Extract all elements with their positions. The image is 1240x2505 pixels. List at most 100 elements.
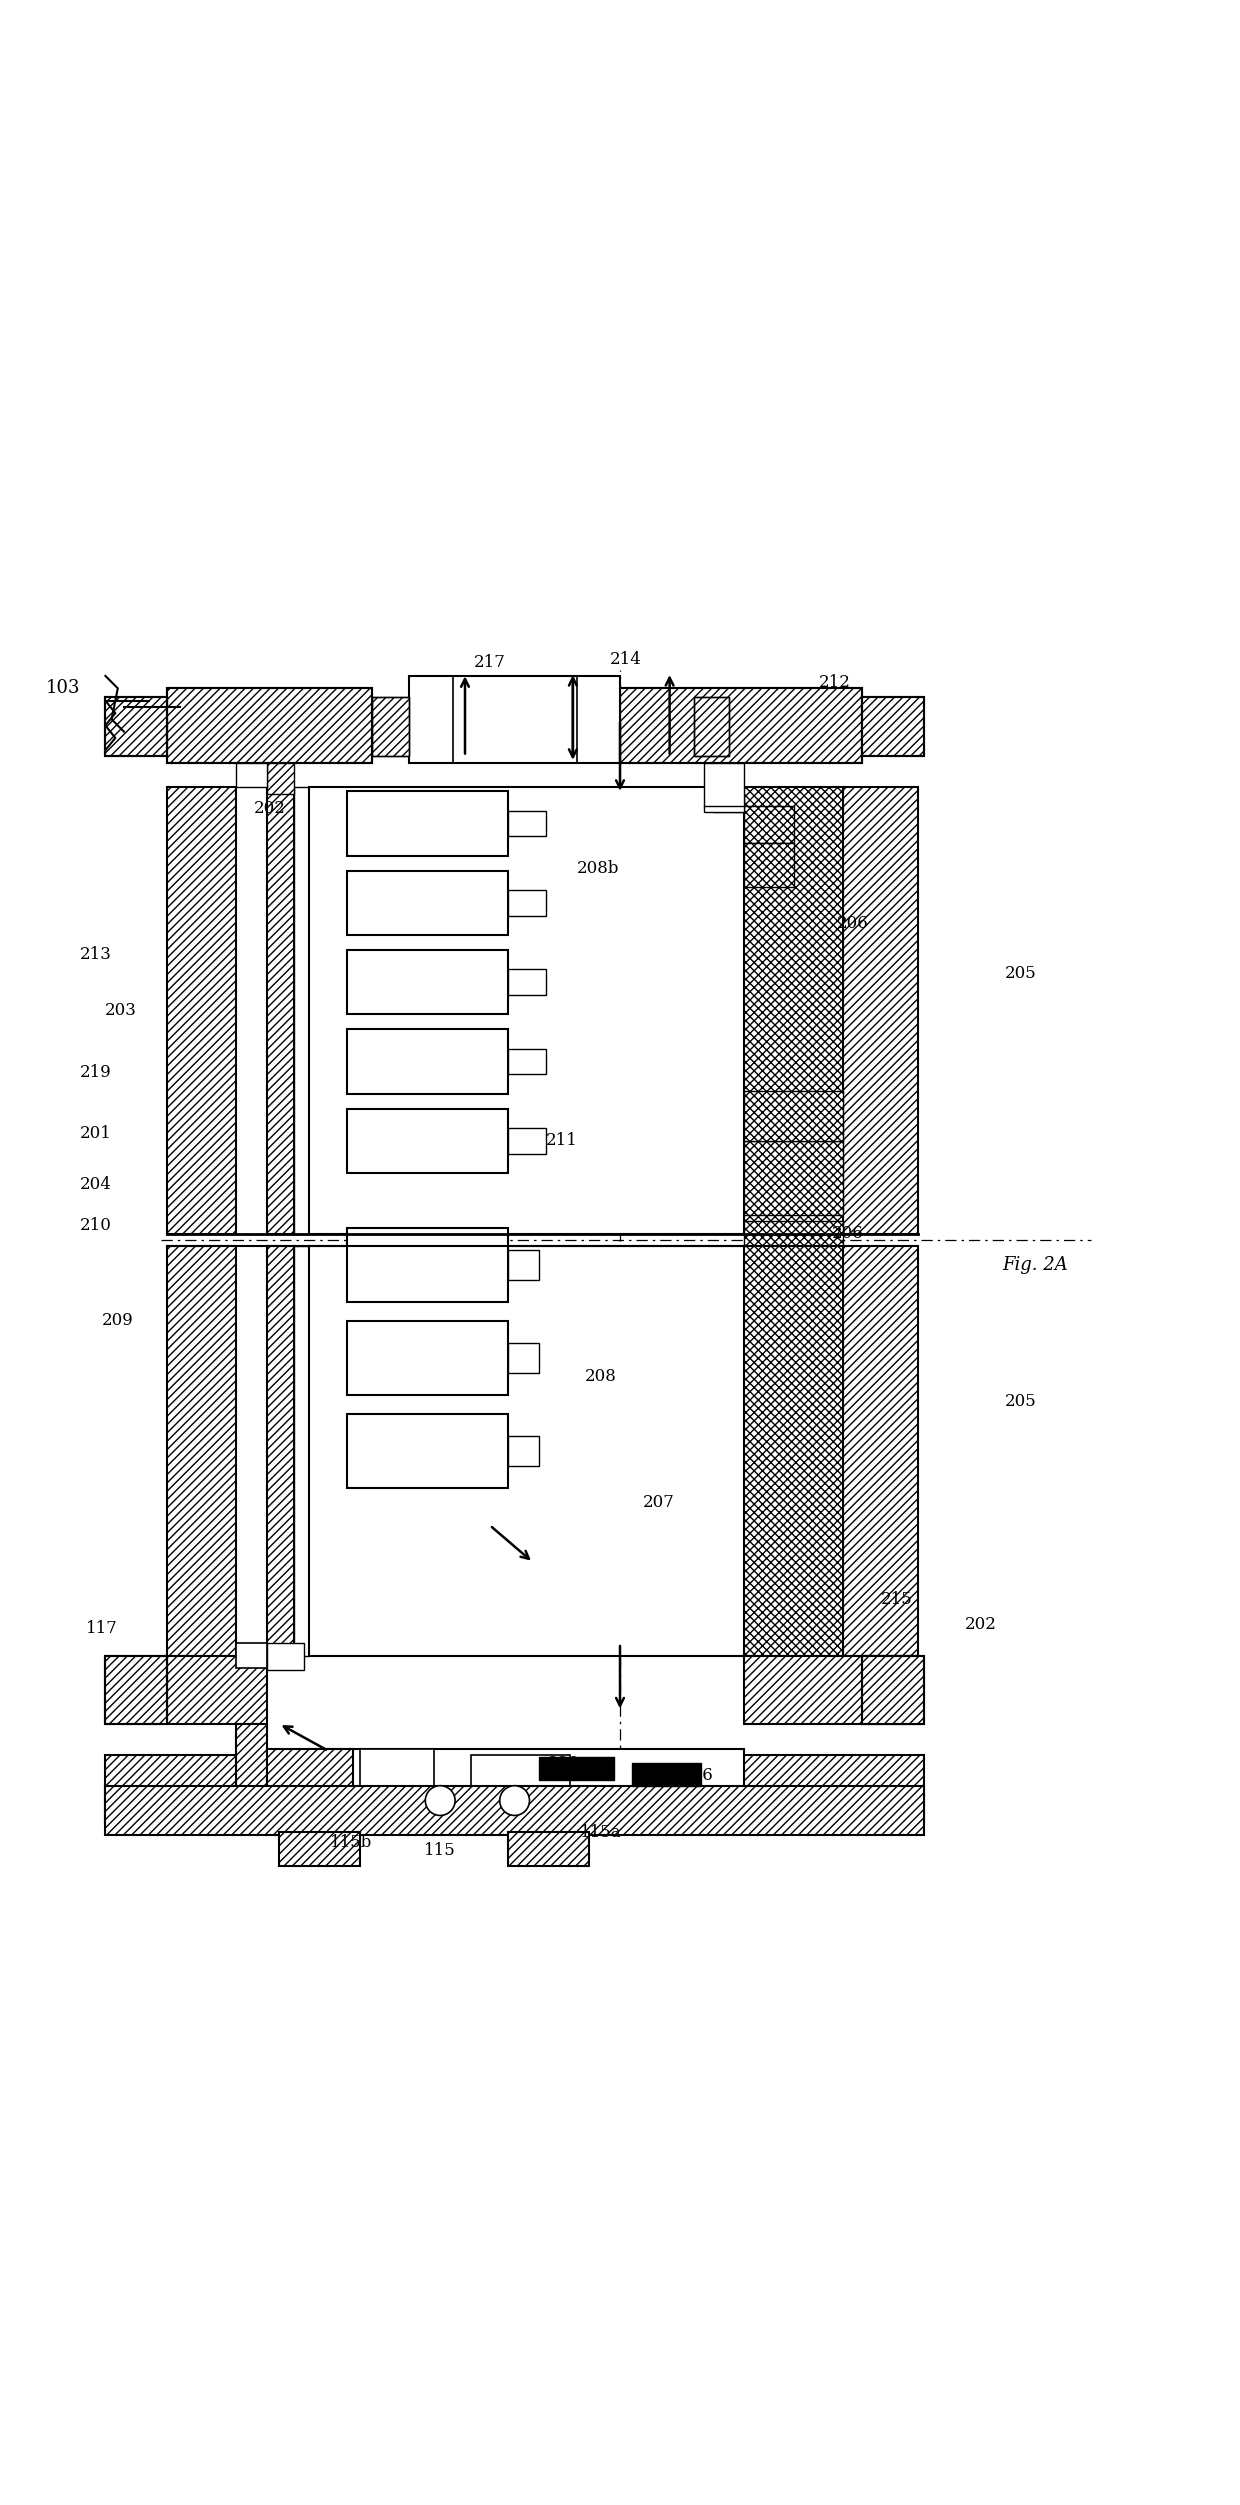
Text: 205: 205 (1004, 1393, 1037, 1410)
Bar (372, 696, 409, 757)
Bar (279, 1831, 360, 1866)
Text: 115a: 115a (580, 1824, 622, 1841)
Bar (309, 1247, 744, 1656)
Bar (294, 1247, 309, 1656)
Bar (347, 1030, 508, 1095)
Text: 210: 210 (79, 1217, 112, 1235)
Bar (105, 1754, 236, 1824)
Bar (508, 812, 546, 837)
Bar (744, 1247, 843, 1656)
Text: 202: 202 (254, 799, 286, 817)
Bar (508, 1127, 546, 1155)
Text: 207: 207 (642, 1495, 675, 1511)
Bar (508, 1250, 539, 1280)
Bar (347, 1110, 508, 1172)
Bar (236, 1723, 267, 1824)
Text: 215: 215 (880, 1591, 913, 1608)
Bar (347, 872, 508, 934)
Bar (471, 1754, 570, 1804)
Bar (372, 696, 409, 757)
Bar (862, 1656, 924, 1723)
Bar (409, 676, 620, 762)
Bar (309, 1748, 744, 1824)
Bar (347, 1413, 508, 1488)
Bar (539, 1756, 614, 1779)
Text: 214: 214 (610, 651, 642, 669)
Bar (347, 1320, 508, 1395)
Bar (105, 696, 167, 757)
Circle shape (425, 1786, 455, 1816)
Text: 202: 202 (965, 1616, 997, 1633)
Text: 205: 205 (1004, 964, 1037, 982)
Text: 216: 216 (682, 1769, 714, 1784)
Bar (508, 969, 546, 994)
Bar (744, 807, 794, 844)
Bar (744, 1656, 918, 1723)
Bar (744, 1092, 843, 1140)
Text: Fig. 2A: Fig. 2A (1002, 1255, 1069, 1275)
Circle shape (500, 1786, 529, 1816)
Text: 115: 115 (424, 1841, 456, 1859)
Text: 217: 217 (474, 654, 506, 671)
Text: 220: 220 (548, 1756, 580, 1771)
Bar (105, 696, 167, 757)
Bar (744, 1754, 924, 1824)
Bar (347, 949, 508, 1015)
Bar (620, 689, 862, 762)
Text: 219: 219 (79, 1065, 112, 1082)
Bar (267, 787, 294, 1235)
Bar (862, 696, 924, 757)
Bar (508, 1343, 539, 1373)
Bar (267, 1748, 353, 1799)
Bar (267, 762, 294, 794)
Text: 117: 117 (86, 1621, 118, 1636)
Bar (744, 1222, 843, 1247)
Bar (862, 696, 924, 757)
Bar (167, 1247, 236, 1656)
Text: 209: 209 (102, 1313, 134, 1330)
Bar (347, 792, 508, 857)
Bar (632, 1764, 701, 1786)
Bar (105, 1656, 167, 1723)
Text: 201: 201 (79, 1125, 112, 1142)
Text: 208b: 208b (577, 859, 619, 877)
Bar (744, 844, 794, 887)
Bar (267, 1247, 294, 1656)
Bar (620, 689, 862, 762)
Bar (236, 762, 267, 787)
Bar (167, 689, 372, 762)
Bar (267, 1643, 304, 1671)
Bar (704, 762, 744, 812)
Bar (508, 1435, 539, 1465)
Bar (105, 1786, 924, 1836)
Text: 115b: 115b (330, 1834, 372, 1851)
Bar (105, 1656, 167, 1723)
Bar (508, 1831, 589, 1866)
Bar (744, 1140, 843, 1215)
Bar (744, 787, 843, 1235)
Bar (236, 1643, 267, 1668)
Text: 208: 208 (585, 1368, 618, 1385)
Text: 212: 212 (818, 674, 851, 691)
Bar (167, 689, 372, 762)
Bar (843, 1247, 918, 1656)
Bar (694, 696, 729, 757)
Bar (508, 889, 546, 917)
Text: 103: 103 (46, 679, 81, 696)
Bar (694, 696, 729, 757)
Text: 203: 203 (104, 1002, 136, 1020)
Text: 211: 211 (546, 1132, 578, 1150)
Bar (843, 787, 918, 1235)
Text: 213: 213 (79, 947, 112, 964)
Text: 206: 206 (832, 1225, 864, 1242)
Bar (360, 1748, 434, 1804)
Bar (508, 1050, 546, 1075)
Bar (294, 787, 309, 1235)
Bar (167, 1656, 267, 1723)
Text: 204: 204 (79, 1175, 112, 1192)
Bar (713, 794, 744, 812)
Bar (862, 1656, 924, 1723)
Text: 206: 206 (837, 914, 869, 932)
Bar (309, 787, 744, 1235)
Bar (347, 1227, 508, 1303)
